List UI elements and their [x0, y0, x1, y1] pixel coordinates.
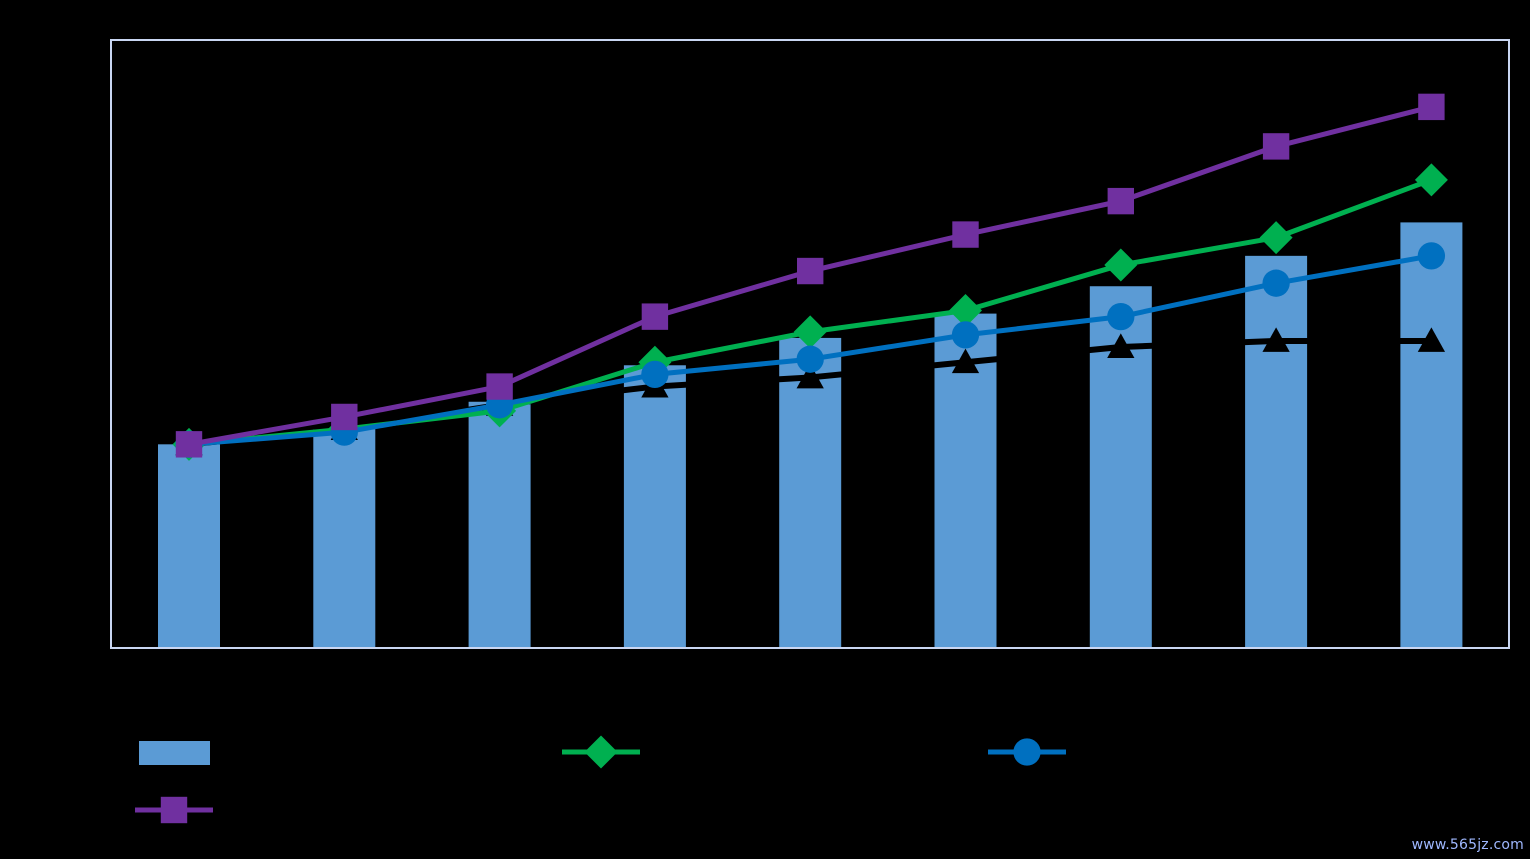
watermark-text: www.565jz.com — [1411, 837, 1524, 853]
bar-8 — [1245, 255, 1308, 647]
point-circle-5 — [796, 345, 824, 373]
point-square-9 — [1418, 93, 1445, 121]
point-square-2 — [331, 403, 358, 431]
lines-layer — [172, 93, 1448, 461]
point-square-7 — [1107, 187, 1134, 215]
point-circle-4 — [641, 360, 669, 389]
legend — [135, 735, 1066, 824]
point-triangle-8 — [1262, 327, 1290, 352]
point-circle-9 — [1417, 242, 1446, 270]
point-square-8 — [1262, 133, 1290, 160]
point-triangle-9 — [1417, 327, 1446, 352]
point-circle-7 — [1107, 303, 1135, 331]
point-diamond-7 — [1104, 248, 1138, 282]
legend-item-circle — [988, 738, 1066, 766]
point-circle-8 — [1262, 269, 1290, 297]
series-square — [175, 93, 1445, 458]
point-triangle-5 — [796, 363, 824, 389]
point-diamond-6 — [949, 294, 982, 328]
legend-marker-circle — [1013, 738, 1041, 766]
legend-marker-diamond — [584, 735, 618, 769]
point-square-6 — [952, 221, 979, 248]
bar-2 — [313, 429, 376, 647]
legend-swatch-bar — [139, 741, 210, 765]
legend-item-square — [135, 796, 213, 824]
point-square-5 — [797, 257, 824, 285]
point-circle-6 — [951, 321, 980, 349]
bar-9 — [1400, 222, 1463, 647]
legend-marker-square — [160, 796, 188, 824]
point-square-1 — [175, 431, 203, 458]
point-square-3 — [486, 373, 513, 400]
bar-3 — [468, 401, 531, 647]
plot-area-border — [110, 39, 1510, 649]
point-triangle-7 — [1107, 333, 1135, 358]
bar-5 — [779, 337, 842, 647]
point-triangle-6 — [951, 348, 980, 374]
point-diamond-8 — [1259, 221, 1293, 255]
point-diamond-5 — [793, 315, 827, 349]
legend-item-diamond — [562, 735, 640, 769]
point-square-4 — [641, 303, 669, 330]
bar-4 — [623, 365, 686, 647]
point-diamond-9 — [1414, 163, 1448, 197]
bar-1 — [158, 444, 220, 647]
